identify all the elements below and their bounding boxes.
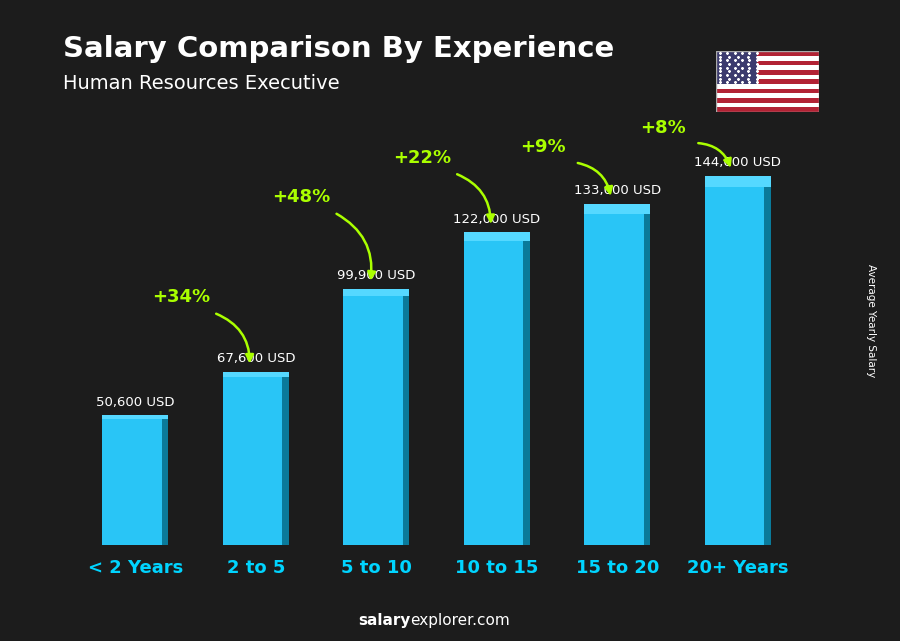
Text: +8%: +8% bbox=[640, 119, 686, 137]
Text: 99,900 USD: 99,900 USD bbox=[338, 269, 416, 282]
Bar bbox=[716, 88, 819, 94]
Text: salary: salary bbox=[358, 613, 410, 628]
Bar bbox=[716, 94, 819, 98]
Bar bbox=[343, 288, 410, 545]
Bar bbox=[222, 372, 289, 545]
Bar bbox=[103, 415, 168, 419]
Bar bbox=[162, 415, 168, 545]
Text: +9%: +9% bbox=[519, 138, 565, 156]
Bar bbox=[644, 204, 651, 545]
Text: Salary Comparison By Experience: Salary Comparison By Experience bbox=[63, 35, 614, 63]
Bar bbox=[716, 56, 819, 61]
Bar bbox=[283, 372, 289, 545]
Text: 67,600 USD: 67,600 USD bbox=[217, 352, 295, 365]
Text: +34%: +34% bbox=[152, 288, 210, 306]
Bar bbox=[716, 79, 819, 84]
Bar bbox=[716, 75, 819, 79]
Text: 50,600 USD: 50,600 USD bbox=[96, 395, 175, 408]
Text: 144,000 USD: 144,000 USD bbox=[694, 156, 781, 169]
Bar bbox=[716, 51, 819, 56]
Bar bbox=[523, 232, 530, 545]
Bar bbox=[716, 108, 819, 112]
Bar bbox=[464, 232, 530, 242]
Bar bbox=[103, 415, 168, 545]
Bar bbox=[716, 65, 819, 70]
Text: 133,000 USD: 133,000 USD bbox=[573, 185, 661, 197]
Bar bbox=[584, 204, 651, 545]
Bar bbox=[222, 372, 289, 377]
Text: Average Yearly Salary: Average Yearly Salary bbox=[866, 264, 877, 377]
Text: +48%: +48% bbox=[273, 188, 330, 206]
Bar bbox=[705, 176, 770, 545]
Bar bbox=[716, 51, 757, 84]
Bar bbox=[403, 288, 410, 545]
Bar bbox=[705, 176, 770, 187]
Bar bbox=[716, 61, 819, 65]
Bar bbox=[716, 84, 819, 88]
Text: explorer.com: explorer.com bbox=[410, 613, 510, 628]
Bar bbox=[716, 98, 819, 103]
Bar bbox=[584, 204, 651, 214]
Text: 122,000 USD: 122,000 USD bbox=[454, 213, 540, 226]
Text: Human Resources Executive: Human Resources Executive bbox=[63, 74, 339, 93]
Bar bbox=[716, 70, 819, 75]
Bar bbox=[764, 176, 770, 545]
Bar bbox=[716, 103, 819, 108]
Text: +22%: +22% bbox=[393, 149, 451, 167]
Bar bbox=[343, 288, 410, 296]
Bar bbox=[464, 232, 530, 545]
